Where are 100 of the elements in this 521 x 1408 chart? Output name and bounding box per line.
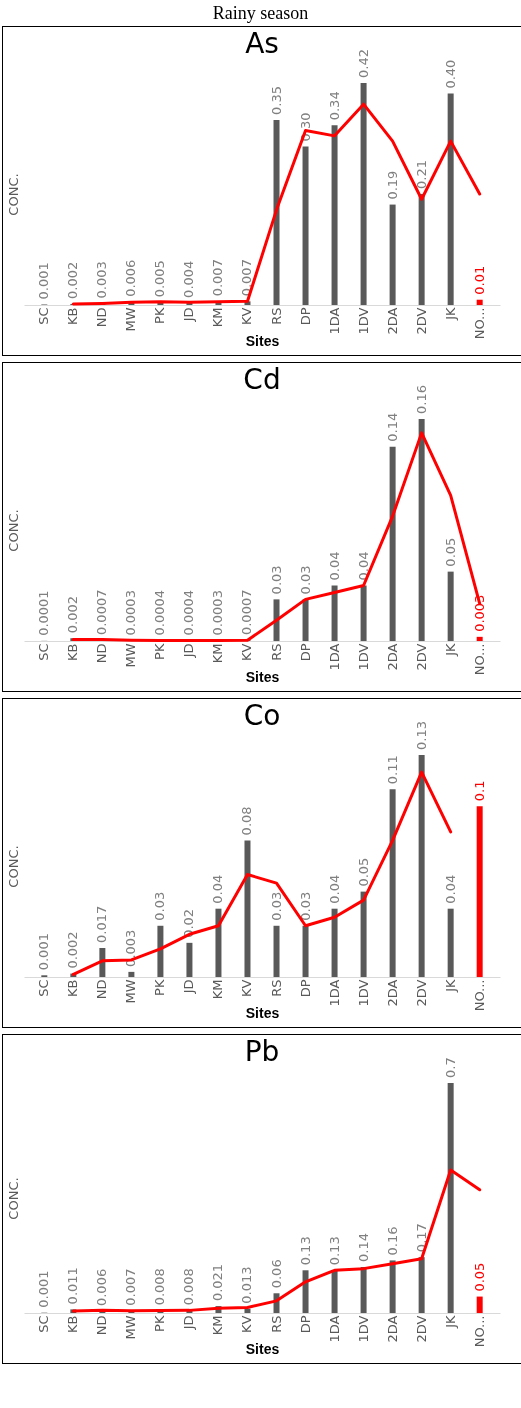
x-tick-label: KM (210, 643, 226, 664)
x-tick-label: DP (297, 307, 313, 326)
y-axis-title: CONC. (5, 509, 21, 552)
x-tick-label: KB (65, 643, 81, 661)
x-tick-label: DP (297, 643, 313, 662)
data-label: 0.7 (442, 1057, 458, 1078)
x-tick-label: KV (239, 307, 255, 325)
x-tick-label: SC (36, 1315, 52, 1333)
data-label: 0.007 (210, 259, 226, 297)
data-label: 0.13 (297, 1236, 313, 1266)
x-tick-label: PK (152, 307, 168, 324)
data-label: 0.0004 (181, 589, 197, 636)
data-label: 0.021 (210, 1263, 226, 1302)
chart-title: Co (243, 699, 281, 733)
chart-title: Cd (243, 363, 281, 397)
x-tick-label: 1DV (355, 643, 371, 671)
data-label: 0.04 (326, 551, 342, 581)
x-tick-label: KV (239, 979, 255, 997)
data-label: 0.16 (413, 385, 429, 414)
data-label: 0.11 (384, 755, 400, 785)
data-label: 0.21 (413, 160, 429, 189)
x-tick-label: KM (210, 1315, 226, 1336)
data-label: 0.008 (152, 1268, 168, 1306)
x-tick-label: ND (94, 307, 110, 328)
x-tick-label: JD (181, 643, 197, 659)
chart-title: Pb (244, 1035, 280, 1069)
x-tick-label: MW (123, 307, 139, 332)
x-tick-label: DP (297, 1315, 313, 1334)
data-label: 0.1 (471, 780, 487, 802)
y-axis-title: CONC. (5, 845, 21, 888)
data-label: 0.01 (471, 265, 487, 295)
x-tick-label: SC (36, 643, 52, 661)
x-tick-label: PK (152, 979, 168, 996)
data-label: 0.0003 (123, 590, 139, 636)
x-tick-label: NO... (471, 979, 487, 1012)
x-tick-label: KM (210, 979, 226, 1000)
x-axis-title: Sites (245, 1341, 280, 1358)
data-label: 0.04 (210, 874, 226, 904)
x-tick-label: JD (181, 1315, 197, 1331)
x-tick-label: 2DA (384, 979, 400, 1007)
data-label: 0.004 (181, 260, 197, 298)
data-label: 0.14 (355, 1233, 371, 1262)
x-axis-title: Sites (245, 1005, 280, 1022)
x-tick-label: 2DV (413, 979, 429, 1007)
x-tick-label: 1DA (326, 1315, 342, 1343)
data-label: 0.013 (239, 1266, 255, 1304)
x-tick-label: JK (442, 1315, 458, 1329)
x-tick-label: NO... (471, 643, 487, 676)
x-tick-label: KB (65, 979, 81, 997)
x-tick-label: RS (268, 1315, 284, 1333)
x-tick-label: RS (268, 643, 284, 661)
data-label: 0.002 (65, 931, 81, 969)
x-axis-title: Sites (245, 669, 280, 686)
x-axis-title: Sites (245, 333, 280, 350)
data-label: 0.006 (94, 1268, 110, 1307)
x-tick-label: KB (65, 1315, 81, 1333)
data-label: 0.14 (384, 412, 400, 442)
x-tick-label: JK (442, 643, 458, 657)
data-label: 0.03 (152, 891, 168, 921)
data-label: 0.16 (384, 1226, 400, 1256)
data-label: 0.05 (471, 1262, 487, 1292)
data-label: 0.007 (123, 1268, 139, 1306)
data-label: 0.003 (94, 261, 110, 299)
x-tick-label: KB (65, 307, 81, 325)
y-axis-title: CONC. (5, 1177, 21, 1220)
data-label: 0.03 (268, 891, 284, 921)
data-label: 0.05 (442, 537, 458, 567)
data-label: 0.011 (65, 1267, 81, 1305)
x-tick-label: ND (94, 1315, 110, 1336)
data-label: 0.06 (268, 1259, 284, 1289)
x-tick-label: SC (36, 307, 52, 325)
data-label: 0.34 (326, 91, 342, 121)
data-label: 0.005 (152, 260, 168, 298)
data-label: 0.03 (297, 891, 313, 921)
x-tick-label: 2DV (413, 1315, 429, 1343)
x-tick-label: SC (36, 979, 52, 997)
data-label: 0.0001 (36, 590, 52, 636)
x-tick-label: JK (442, 307, 458, 321)
data-label: 0.0007 (239, 589, 255, 636)
data-label: 0.04 (442, 874, 458, 904)
data-label: 0.03 (268, 565, 284, 595)
data-label: 0.006 (123, 259, 139, 297)
x-tick-label: KV (239, 1315, 255, 1333)
data-label: 0.04 (326, 874, 342, 904)
data-label: 0.05 (355, 857, 371, 887)
x-tick-label: 1DA (326, 643, 342, 671)
data-label: 0.008 (181, 1268, 197, 1306)
x-tick-label: PK (152, 1315, 168, 1332)
data-label: 0.13 (413, 721, 429, 750)
x-tick-label: JD (181, 307, 197, 323)
y-axis-title: CONC. (5, 173, 21, 216)
x-tick-label: KM (210, 307, 226, 328)
x-tick-label: RS (268, 307, 284, 325)
chart-title: Rainy season (211, 2, 310, 25)
x-tick-label: JD (181, 979, 197, 995)
x-tick-label: RS (268, 979, 284, 997)
x-tick-label: NO... (471, 307, 487, 340)
x-tick-label: NO... (471, 1315, 487, 1348)
data-label: 0.002 (65, 261, 81, 299)
data-label: 0.001 (36, 1270, 52, 1308)
